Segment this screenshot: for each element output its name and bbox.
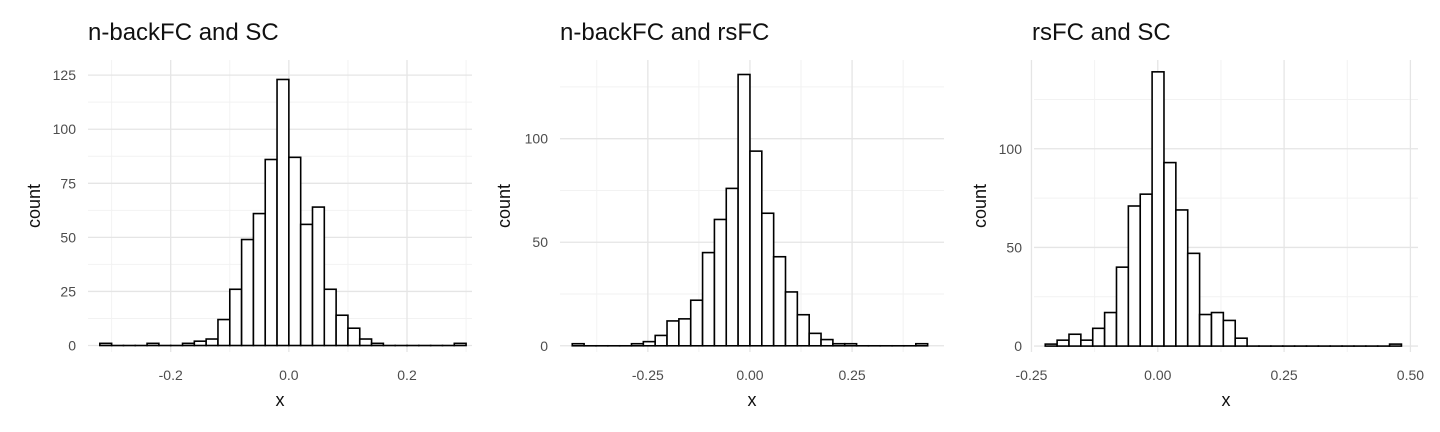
histogram-bar xyxy=(1163,161,1177,347)
x-tick-label: 0.00 xyxy=(1144,367,1171,383)
histogram-bar xyxy=(772,255,787,347)
histogram-bar xyxy=(99,342,113,347)
histogram-bar xyxy=(784,291,799,347)
histogram-bar xyxy=(678,318,692,347)
histogram-bar xyxy=(843,342,858,347)
histogram-bar xyxy=(832,342,846,347)
histogram-bar xyxy=(240,238,255,347)
histogram-bar xyxy=(205,338,219,347)
histogram-bar xyxy=(217,318,231,347)
histogram-bar xyxy=(252,212,267,347)
histogram-bar xyxy=(146,342,160,347)
histogram-bar xyxy=(1068,333,1082,347)
y-tick-label: 0 xyxy=(1014,338,1022,354)
histogram-bar xyxy=(1044,343,1058,347)
histogram-bar xyxy=(311,206,326,347)
x-axis-title: x xyxy=(276,390,285,410)
x-tick-label: -0.25 xyxy=(1016,367,1048,383)
histogram-bar xyxy=(1056,339,1070,347)
histogram-bar xyxy=(299,223,314,347)
histogram-bar xyxy=(347,327,361,347)
histogram-bar xyxy=(228,288,243,347)
y-tick-label: 75 xyxy=(60,175,76,191)
histogram-bar xyxy=(701,251,716,347)
y-tick-label: 100 xyxy=(525,131,549,147)
histogram-bar xyxy=(1175,209,1189,347)
chart-title: n-backFC and SC xyxy=(88,19,279,46)
histogram-bar xyxy=(181,342,196,347)
y-tick-label: 125 xyxy=(53,67,77,83)
histogram-bar xyxy=(796,313,810,347)
histogram-bar xyxy=(1388,343,1403,347)
histogram-bar xyxy=(1091,327,1106,347)
histogram-bar xyxy=(630,342,645,347)
histogram-bar xyxy=(335,314,349,347)
x-tick-label: 0.50 xyxy=(1397,367,1424,383)
histogram-bar xyxy=(1234,337,1248,347)
histogram-bar xyxy=(749,150,763,347)
x-axis-title: x xyxy=(1222,390,1231,410)
chart-title: n-backFC and rsFC xyxy=(560,19,769,46)
histogram-bar xyxy=(264,158,278,347)
histogram-bar xyxy=(642,340,656,347)
histogram-bar xyxy=(725,187,739,347)
histogram-bar xyxy=(323,288,337,347)
histogram-bar xyxy=(1151,71,1165,347)
histogram-bar xyxy=(571,342,585,347)
histogram-bar xyxy=(820,338,834,347)
histogram-bar xyxy=(1222,319,1237,347)
x-tick-label: 0.00 xyxy=(736,367,763,383)
chart-title: rsFC and SC xyxy=(1032,19,1171,46)
y-tick-label: 0 xyxy=(540,338,548,354)
y-axis-title: count xyxy=(970,184,990,228)
panel-2: -0.25 0.00 0.25 0 50 100 n-backFC and rsFC x cou… xyxy=(494,19,944,410)
histogram-bar xyxy=(654,334,668,347)
histogram-bar xyxy=(288,156,302,347)
histogram-bar xyxy=(453,342,467,347)
histogram-bar xyxy=(713,218,728,347)
y-tick-label: 100 xyxy=(999,141,1023,157)
x-tick-label: 0.0 xyxy=(279,367,299,383)
panel-3: -0.25 0.00 0.25 0.50 0 50 100 rsFC and SC x count xyxy=(970,19,1424,410)
histogram-bar xyxy=(1139,193,1153,347)
histogram-bar xyxy=(193,340,207,347)
x-tick-label: 0.25 xyxy=(1270,367,1297,383)
histogram-bar xyxy=(737,73,751,347)
x-tick-label: -0.2 xyxy=(159,367,183,383)
histogram-bar xyxy=(358,338,373,347)
histogram-bar xyxy=(276,78,290,347)
panel-1: -0.2 0.0 0.2 0 25 50 75 100 125 n-backFC and SC x c… xyxy=(24,19,472,410)
y-tick-label: 0 xyxy=(68,338,76,354)
histogram-bar xyxy=(1103,311,1118,347)
x-axis-title: x xyxy=(748,390,757,410)
histogram-bar xyxy=(370,342,385,347)
x-tick-label: -0.25 xyxy=(632,367,664,383)
histogram-bar xyxy=(1115,266,1130,347)
x-tick-label: 0.2 xyxy=(397,367,417,383)
histogram-bar xyxy=(689,299,704,347)
histogram-bar xyxy=(1198,313,1213,347)
histogram-bar xyxy=(1127,205,1142,347)
x-tick-label: 0.25 xyxy=(838,367,865,383)
histogram-bar xyxy=(915,342,929,347)
histogram-bar xyxy=(808,332,822,347)
y-tick-label: 100 xyxy=(53,121,77,137)
histogram-bar xyxy=(761,212,775,347)
y-axis-title: count xyxy=(494,184,514,228)
histogram-bar xyxy=(1210,311,1225,347)
y-tick-label: 50 xyxy=(60,229,76,245)
y-tick-label: 50 xyxy=(532,234,548,250)
histogram-bar xyxy=(666,320,680,347)
histogram-bar xyxy=(1080,339,1094,347)
y-tick-label: 50 xyxy=(1006,239,1022,255)
y-tick-label: 25 xyxy=(60,283,76,299)
histogram-bar xyxy=(1186,252,1201,347)
y-axis-title: count xyxy=(24,184,44,228)
